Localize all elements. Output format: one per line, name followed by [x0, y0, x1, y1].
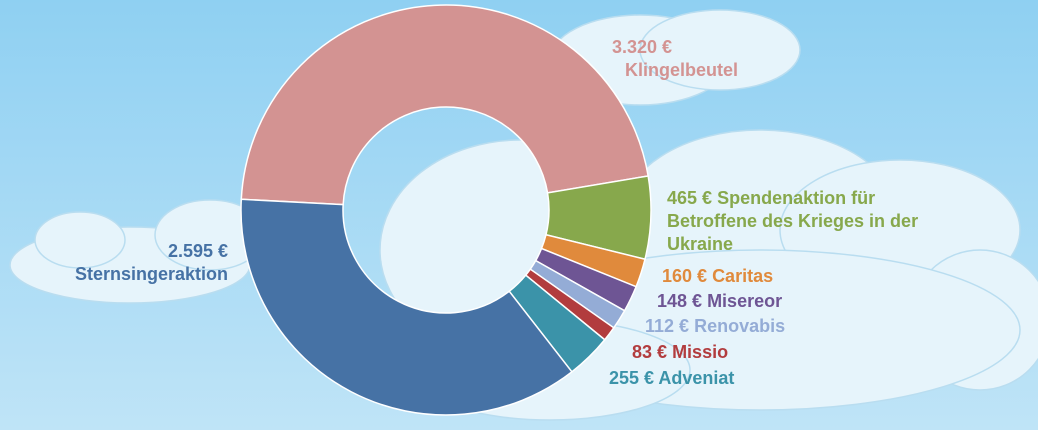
- value-label: 465 €: [667, 188, 712, 208]
- data-label: 83 € Missio: [632, 341, 728, 364]
- data-label: 112 € Renovabis: [645, 315, 785, 338]
- data-label: 148 € Misereor: [657, 290, 782, 313]
- data-label: 160 € Caritas: [662, 265, 773, 288]
- data-label: 2.595 €Sternsingeraktion: [75, 240, 228, 286]
- category-label: Caritas: [712, 266, 773, 286]
- category-label: Missio: [672, 342, 728, 362]
- value-label: 148 €: [657, 291, 702, 311]
- category-label: Adveniat: [658, 368, 734, 388]
- value-label: 112 €: [645, 316, 689, 336]
- value-label: 160 €: [662, 266, 707, 286]
- page: {"chart_data": {"type": "donut", "catego…: [0, 0, 1038, 430]
- category-label: Misereor: [707, 291, 782, 311]
- category-label: Klingelbeutel: [625, 59, 738, 82]
- value-label: 3.320 €: [612, 37, 672, 57]
- value-label: 83 €: [632, 342, 667, 362]
- category-label: Sternsingeraktion: [75, 263, 228, 286]
- data-label: 255 € Adveniat: [609, 367, 734, 390]
- data-label: 3.320 €Klingelbeutel: [612, 36, 738, 82]
- value-label: 255 €: [609, 368, 654, 388]
- category-label: Renovabis: [694, 316, 785, 336]
- value-label: 2.595 €: [168, 241, 228, 261]
- data-label: 465 € Spendenaktion für Betroffene des K…: [667, 187, 957, 256]
